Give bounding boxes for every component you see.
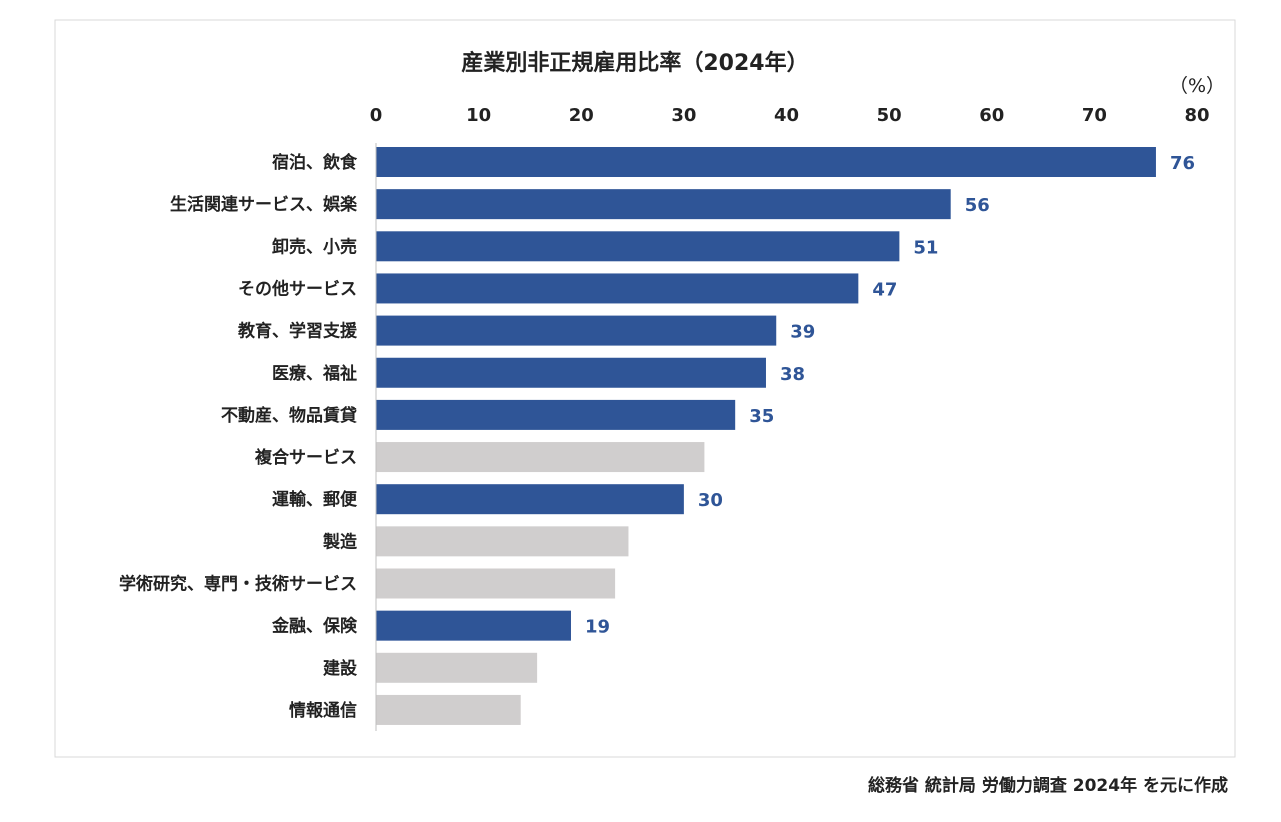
x-tick-label: 80 (1184, 105, 1209, 126)
bar (376, 484, 684, 515)
data-label: 30 (698, 490, 723, 511)
category-label: 金融、保険 (271, 616, 358, 637)
category-label: 製造 (322, 531, 358, 552)
data-label: 35 (749, 406, 774, 427)
category-label: 学術研究、専門・技術サービス (119, 574, 357, 595)
x-tick-label: 10 (466, 105, 491, 126)
x-tick-label: 40 (774, 105, 799, 126)
bar (376, 231, 900, 262)
x-tick-label: 60 (979, 105, 1004, 126)
unit-label: （%） (1169, 75, 1225, 97)
bar (376, 357, 766, 388)
x-tick-label: 70 (1082, 105, 1107, 126)
category-label: 卸売、小売 (272, 236, 357, 257)
x-tick-label: 0 (370, 105, 383, 126)
category-label: その他サービス (238, 278, 357, 299)
bar (376, 610, 571, 641)
category-label: 不動産、物品賃貸 (221, 405, 357, 426)
data-label: 76 (1170, 153, 1195, 174)
category-label: 医療、福祉 (272, 363, 357, 384)
bar (376, 189, 951, 220)
data-label: 56 (965, 195, 990, 216)
bar (376, 315, 777, 346)
category-label: 教育、学習支援 (237, 321, 358, 342)
chart-title: 産業別非正規雇用比率（2024年） (461, 50, 808, 76)
data-label: 39 (790, 322, 815, 343)
bar (376, 652, 538, 683)
x-tick-label: 30 (671, 105, 696, 126)
bar (376, 399, 736, 430)
x-tick-label: 50 (877, 105, 902, 126)
bar (376, 526, 629, 557)
data-label: 19 (585, 617, 610, 638)
category-label: 宿泊、飲食 (272, 152, 358, 173)
source-note: 総務省 統計局 労働力調査 2024年 を元に作成 (868, 776, 1228, 796)
chart-frame (54, 19, 1236, 758)
bar (376, 442, 705, 473)
bar (376, 568, 616, 599)
category-label: 複合サービス (254, 447, 357, 468)
data-label: 38 (780, 364, 805, 385)
bar (376, 147, 1156, 177)
bar (376, 273, 859, 304)
category-label: 情報通信 (289, 700, 357, 721)
category-label: 生活関連サービス、娯楽 (170, 194, 358, 215)
category-label: 建設 (323, 658, 358, 679)
category-label: 運輸、郵便 (272, 489, 358, 510)
x-tick-label: 20 (569, 105, 594, 126)
data-label: 51 (913, 237, 938, 258)
bar (376, 694, 521, 725)
data-label: 47 (872, 279, 897, 300)
